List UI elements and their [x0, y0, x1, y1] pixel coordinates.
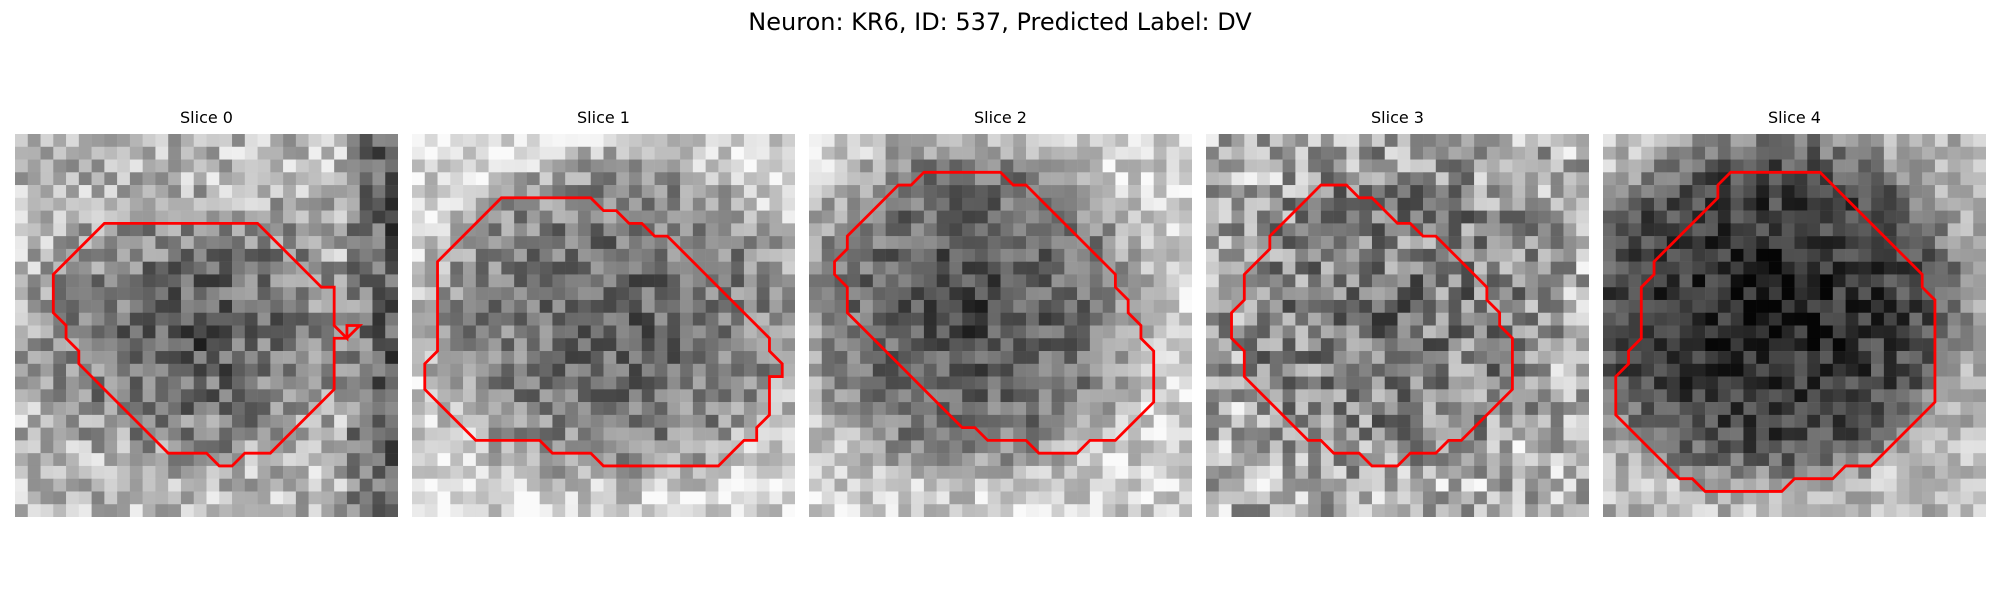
slice-panel-4: Slice 4 — [1603, 108, 1986, 517]
slice-title: Slice 4 — [1768, 108, 1821, 127]
roi-contour — [51, 221, 364, 468]
roi-contour — [423, 196, 784, 468]
slice-image — [809, 134, 1192, 517]
figure-title: Neuron: KR6, ID: 537, Predicted Label: D… — [748, 8, 1252, 36]
slice-image — [1206, 134, 1589, 517]
roi-contour — [833, 170, 1156, 455]
slice-panel-3: Slice 3 — [1206, 108, 1589, 517]
slice-panel-1: Slice 1 — [412, 108, 795, 517]
roi-contour — [1230, 183, 1514, 468]
slice-title: Slice 2 — [974, 108, 1027, 127]
slice-panel-2: Slice 2 — [809, 108, 1192, 517]
slice-panel-0: Slice 0 — [15, 108, 398, 517]
slice-title: Slice 0 — [180, 108, 233, 127]
slice-title: Slice 1 — [577, 108, 630, 127]
slice-image — [15, 134, 398, 517]
slice-image — [1603, 134, 1986, 517]
slice-title: Slice 3 — [1371, 108, 1424, 127]
slice-image — [412, 134, 795, 517]
roi-contour — [1614, 170, 1937, 493]
